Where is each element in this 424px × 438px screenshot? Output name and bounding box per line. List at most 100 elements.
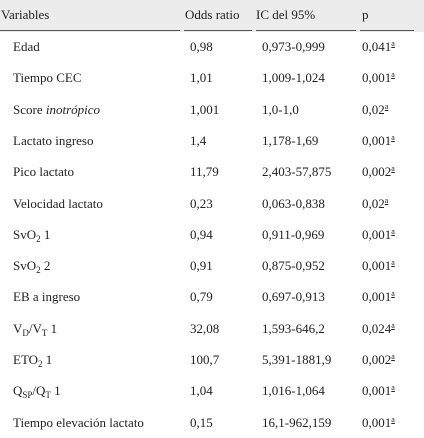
footnote-mark: a [391,258,395,268]
text-part: T [45,390,51,401]
text-part: ETO [13,352,39,367]
variable-cell: QSP/QT 1 [13,383,61,401]
odds-cell: 1,04 [190,383,213,399]
variable-cell: ETO2 1 [13,352,53,369]
p-value: 0,001 [362,414,392,430]
ic-cell: 0,063-0,838 [262,195,325,211]
odds-cell: 0,79 [190,289,213,305]
text-part: /V [28,320,42,336]
footnote-mark: a [391,164,395,174]
p-cell: 0,001a [362,133,395,149]
text-part: V [13,320,23,336]
text-part: SP [22,390,33,401]
variable-cell: Tiempo elevación lactato [13,415,144,431]
p-cell: 0,041a [362,39,395,55]
variable-cell: Edad [13,39,40,55]
footnote-mark: a [391,70,395,80]
p-cell: 0,001a [362,258,395,274]
p-cell: 0,001a [362,415,395,431]
text-part: 2 [36,265,41,276]
footnote-mark: a [391,352,395,361]
text-part: Edad [13,39,40,54]
text-part: Score [13,101,46,117]
footnote-mark: a [391,39,395,48]
ic-cell: 0,697-0,913 [262,289,325,305]
header-cell: Variables [1,7,50,22]
ic-cell: 1,593-646,2 [262,320,325,336]
text-part: D [22,327,29,338]
odds-cell: 32,08 [190,320,220,336]
footnote-mark: a [384,101,389,111]
odds-cell: 1,001 [190,101,220,117]
text-part: EB a ingreso [13,289,81,305]
p-value: 0,024 [362,320,392,336]
p-cell: 0,002a [362,352,395,368]
p-value: 0,001 [362,383,392,399]
odds-cell: 0,23 [190,195,213,211]
p-value: 0,001 [362,258,392,274]
text-part: 2 [36,233,41,244]
footnote-mark: a [391,414,395,424]
text-part: SvO [13,258,37,274]
header-rule [0,30,180,31]
p-cell: 0,002a [362,164,395,180]
odds-cell: 0,94 [190,226,213,242]
variable-cell: EB a ingreso [13,289,80,305]
ic-cell: 1,0-1,0 [262,101,299,117]
odds-cell: 1,4 [190,132,207,148]
ic-cell: 0,875-0,952 [262,258,325,274]
text-part: Tiempo elevación lactato [13,414,144,430]
text-part: 1 [47,320,58,336]
text-part: 1 [50,383,61,399]
variable-cell: SvO2 2 [13,258,51,276]
footnote-mark: a [384,195,389,205]
ic-cell: 0,973-0,999 [262,39,325,54]
header-cell: Odds ratio [185,7,240,22]
p-cell: 0,001a [362,289,395,305]
text-part: Velocidad lactato [13,195,103,211]
variable-cell: SvO2 1 [13,226,51,244]
header-cell: p [362,7,369,22]
ic-cell: 1,016-1,064 [262,383,325,399]
odds-cell: 0,15 [190,414,213,430]
variable-cell: Velocidad lactato [13,196,103,212]
p-cell: 0,02a [362,196,388,212]
footnote-mark: a [391,320,395,330]
text-part: 2 [40,258,51,274]
p-cell: 0,001a [362,383,395,399]
p-value: 0,001 [362,289,392,305]
p-value: 0,001 [362,132,392,148]
text-part: inotrópico [45,101,101,117]
odds-cell: 0,91 [190,258,213,274]
text-part: SvO [13,226,37,242]
ic-cell: 1,178-1,69 [262,132,319,148]
text-part: Q [13,383,23,399]
header-band [0,0,424,32]
odds-cell: 0,98 [190,39,213,54]
odds-cell: 11,79 [190,164,219,180]
header-rule [360,30,414,31]
text-part: 1 [42,352,53,367]
variable-cell: VD/VT 1 [13,320,58,338]
p-cell: 0,02a [362,102,388,118]
header-cell: IC del 95% [256,7,316,22]
text-part: /Q [32,383,46,399]
footnote-mark: a [391,226,395,236]
p-value: 0,02 [362,195,385,211]
p-value: 0,002 [362,352,392,367]
text-part: 1 [40,226,51,242]
ic-cell: 0,911-0,969 [262,226,325,242]
ic-cell: 2,403-57,875 [262,164,332,180]
p-cell: 0,024a [362,321,395,337]
text-part: Pico lactato [13,164,75,180]
p-cell: 0,001a [362,70,395,86]
ic-cell: 5,391-1881,9 [262,352,332,367]
footnote-mark: a [391,289,395,299]
text-part: T [41,327,48,338]
odds-cell: 1,01 [190,70,213,86]
header-rule [184,30,252,31]
odds-cell: 100,7 [190,352,220,367]
p-value: 0,02 [362,101,385,117]
variable-cell: Pico lactato [13,164,74,180]
